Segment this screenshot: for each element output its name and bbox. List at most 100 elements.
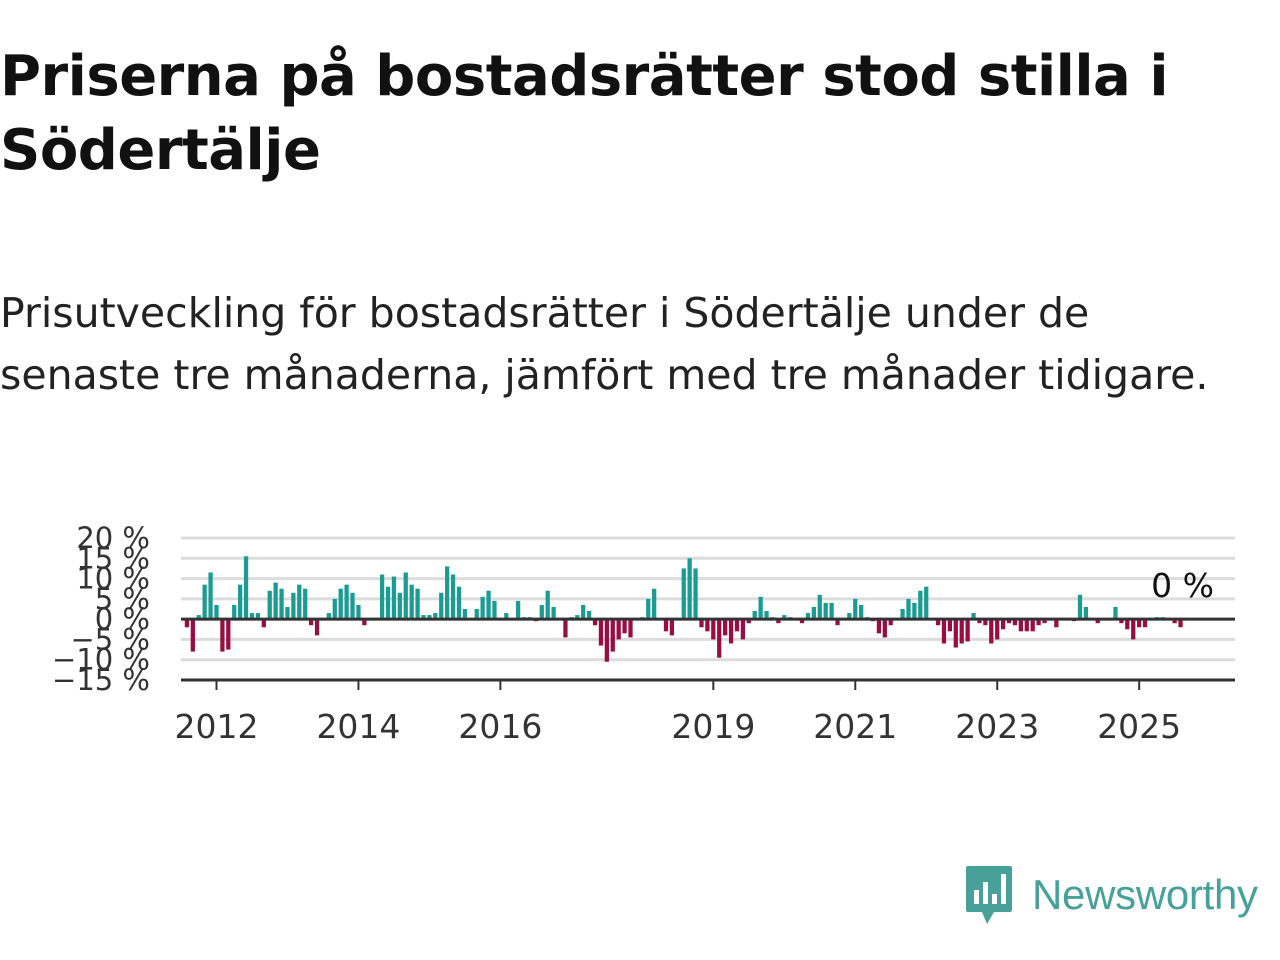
bar: [717, 619, 722, 658]
bar: [912, 602, 917, 620]
bar: [693, 568, 698, 620]
bar: [1137, 619, 1142, 628]
y-tick-label: −10 %: [52, 643, 150, 677]
bar: [817, 594, 822, 620]
bar: [273, 582, 278, 620]
bar: [1095, 619, 1100, 624]
bar: [486, 590, 491, 620]
bar: [350, 592, 355, 620]
bar: [622, 619, 627, 634]
bar: [1125, 619, 1130, 630]
bar: [474, 609, 479, 620]
bar: [1012, 619, 1018, 626]
bar: [758, 596, 763, 620]
bar: [764, 611, 769, 620]
bar: [362, 619, 367, 626]
bar: [752, 611, 757, 620]
x-tick-label: 2021: [813, 707, 897, 746]
x-tick-label: 2023: [955, 707, 1039, 746]
bar: [1119, 619, 1124, 624]
bar: [1036, 619, 1041, 626]
bar: [409, 584, 414, 620]
bars: [184, 556, 1183, 662]
bar: [888, 619, 893, 626]
bar: [782, 615, 787, 620]
y-tick-label: −5 %: [70, 622, 150, 656]
bar: [959, 619, 964, 644]
bar: [1030, 619, 1035, 632]
bar: [953, 619, 958, 648]
bar: [291, 592, 296, 620]
bar: [450, 574, 456, 620]
latest-value-label: 0 %: [1151, 566, 1214, 605]
bar: [427, 615, 432, 620]
y-tick-label: 10 %: [76, 562, 150, 596]
bar: [965, 619, 970, 642]
bar: [338, 588, 343, 620]
x-tick-label: 2016: [458, 707, 542, 746]
bar: [805, 613, 811, 620]
x-tick-label: 2019: [671, 707, 755, 746]
bar: [303, 588, 308, 620]
bar: [646, 598, 651, 620]
bar: [255, 613, 261, 620]
bar: [1142, 619, 1148, 628]
bar: [947, 619, 953, 632]
bar: [1018, 619, 1023, 632]
bar: [1006, 619, 1012, 624]
chart-title: Priserna på bostadsrätter stod stilla i …: [0, 44, 1169, 183]
bar: [847, 613, 852, 620]
bar: [628, 619, 633, 638]
bar: [1083, 606, 1089, 620]
bar: [439, 592, 444, 620]
bar: [421, 615, 426, 620]
bar: [344, 584, 349, 620]
bar: [681, 568, 686, 620]
bar: [859, 604, 864, 620]
bar-chart: 20 %15 %10 %5 %0 %−5 %−10 %−15 % 2012 201…: [52, 521, 1235, 746]
y-axis-ticks: 20 %15 %10 %5 %0 %−5 %−10 %−15 %: [52, 521, 150, 697]
bar: [776, 619, 781, 624]
bar: [504, 613, 509, 620]
bar: [989, 619, 994, 644]
bar: [232, 604, 237, 620]
bar: [1113, 606, 1118, 620]
bar: [935, 619, 941, 626]
chart-subtitle: Prisutveckling för bostadsrätter i Söder…: [0, 289, 1209, 399]
bar: [379, 574, 385, 620]
bar: [876, 619, 882, 634]
bar: [734, 619, 740, 632]
bar: [941, 619, 947, 644]
x-tick-label: 2025: [1097, 707, 1181, 746]
x-tick-label: 2012: [174, 707, 258, 746]
bar: [385, 586, 391, 620]
bar: [462, 609, 468, 620]
bar: [652, 588, 657, 620]
bar: [220, 619, 225, 652]
bar: [699, 619, 704, 628]
bar: [829, 602, 834, 620]
bar: [492, 600, 497, 620]
bar: [663, 619, 669, 632]
bar: [918, 590, 923, 620]
bar: [297, 584, 302, 620]
bar: [581, 604, 586, 620]
bar: [853, 598, 858, 620]
bar: [226, 619, 231, 650]
bar: [403, 572, 408, 620]
brand-name: Newsworthy: [1032, 871, 1258, 918]
bar: [1131, 619, 1136, 640]
bar: [977, 619, 982, 624]
bar: [243, 556, 249, 620]
bar: [882, 619, 887, 638]
bar: [1077, 594, 1083, 620]
bar: [687, 558, 692, 620]
bar: [983, 619, 988, 626]
bar: [711, 619, 716, 640]
bar: [551, 606, 556, 620]
bar: [184, 619, 190, 628]
bar: [971, 613, 976, 620]
y-tick-label: 20 %: [76, 521, 150, 555]
y-tick-label: 15 %: [76, 541, 150, 575]
bar: [1178, 619, 1183, 628]
